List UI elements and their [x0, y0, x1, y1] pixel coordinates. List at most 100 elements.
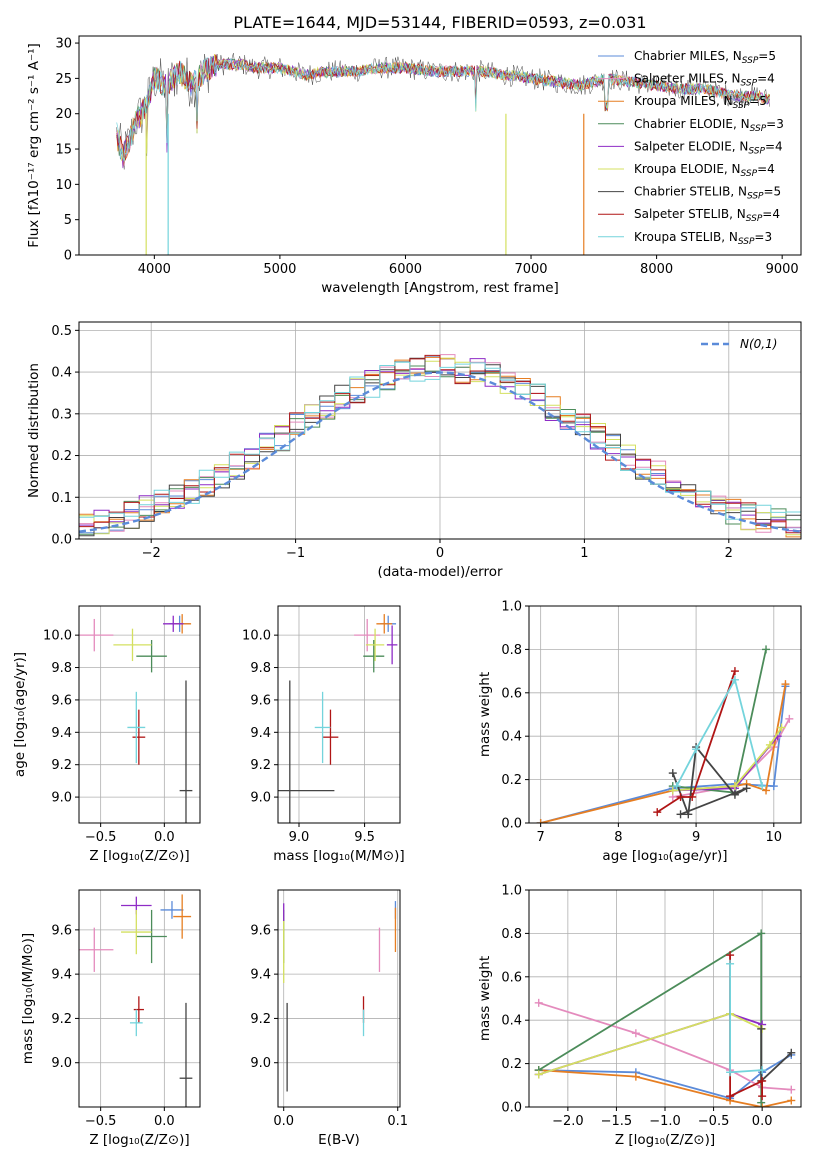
y-tick-label: 0 — [64, 249, 72, 264]
mass-weight-line — [538, 1012, 763, 1076]
mass-weight-line — [538, 1012, 763, 1076]
x-tick-label: 5000 — [263, 262, 296, 277]
plus-marker — [787, 1048, 796, 1057]
y-tick-label: 0.1 — [51, 491, 72, 506]
x-axis-label: wavelength [Angstrom, rest frame] — [321, 280, 559, 296]
plus-marker — [726, 951, 735, 960]
legend-entry: Chabrier STELIB, NSSP=5 — [634, 185, 781, 202]
y-tick-label: 9.4 — [250, 726, 271, 741]
x-tick-label: −2 — [142, 546, 161, 561]
legend-entry: Chabrier MILES, NSSP=5 — [634, 49, 776, 66]
spectrum-panel: 4000 5000 6000 7000 8000 9000 0 5 10 15 20 25 30 wave… — [26, 35, 802, 296]
plus-marker — [765, 740, 774, 749]
x-tick-label: 0.1 — [387, 1114, 408, 1129]
mass-weight-line — [540, 686, 787, 823]
x-axis-label: age [log₁₀(age/yr)] — [602, 848, 727, 864]
legend-count: =3 — [754, 230, 772, 244]
y-tick-label: 9.2 — [51, 1012, 72, 1027]
y-tick-label: 0.6 — [501, 970, 522, 985]
data-point — [376, 614, 393, 634]
x-tick-label: 8000 — [640, 262, 673, 277]
plus-marker — [631, 1029, 640, 1038]
plot-area — [79, 894, 193, 1107]
legend-count: =5 — [758, 49, 776, 63]
x-tick-label: 10 — [766, 830, 783, 845]
axes-frame — [78, 605, 201, 824]
plus-marker — [534, 1070, 543, 1079]
mass-vs-metallicity-panel: −0.5 0.0 9.0 9.2 9.4 9.6 Z [log₁₀(Z/Z⊙)] mass [… — [20, 889, 201, 1148]
legend-count: =5 — [764, 185, 782, 199]
y-tick-label: 9.0 — [51, 791, 72, 806]
y-tick-label: 9.8 — [51, 661, 72, 676]
plus-marker — [668, 769, 677, 778]
spectrum-line — [116, 56, 770, 162]
plus-marker — [730, 790, 739, 799]
y-tick-label: 10.0 — [242, 629, 271, 644]
legend-subscript: SSP — [733, 101, 750, 111]
mass-vs-ebv-panel: 0.0 0.1 9.0 9.2 9.4 9.6 E(B-V) — [250, 889, 408, 1148]
plot-area — [116, 53, 770, 255]
x-tick-label: 7000 — [514, 262, 547, 277]
data-point — [113, 628, 152, 662]
mass-weight-line — [672, 726, 783, 792]
legend-count: =4 — [762, 207, 780, 221]
y-tick-label: 9.4 — [51, 968, 72, 983]
y-tick-label: 9.2 — [51, 758, 72, 773]
grid-lines — [278, 606, 400, 823]
x-tick-label: −2.0 — [552, 1114, 584, 1129]
spectrum-line — [116, 54, 770, 161]
x-tick-label: 6000 — [389, 262, 422, 277]
plus-marker — [758, 782, 767, 791]
legend-entry: Salpeter MILES, NSSP=4 — [634, 72, 775, 89]
legend-entry: N(0,1) — [740, 337, 777, 351]
plus-marker — [742, 784, 751, 793]
y-tick-label: 10 — [55, 178, 72, 193]
mass-weight-vs-metallicity-panel: −2.0 −1.5 −1.0 −0.5 0.0 0.0 0.2 0.4 0.6 0.8 1.0 Z [… — [477, 884, 802, 1148]
x-tick-label: −0.5 — [85, 830, 117, 845]
data-point — [127, 691, 146, 764]
mass-weight-line — [540, 683, 787, 823]
mass-weight-vs-age-panel: 7 8 9 10 0.0 0.2 0.4 0.6 0.8 1.0 age [log₁₀(age/yr… — [477, 600, 802, 864]
y-tick-label: 0.2 — [501, 1057, 522, 1072]
plot-area — [79, 354, 801, 538]
x-tick-label: 1 — [580, 546, 588, 561]
data-point — [79, 927, 114, 972]
x-tick-label: 8 — [614, 830, 622, 845]
plus-marker — [730, 667, 739, 676]
plus-marker — [762, 645, 771, 654]
legend-count: =5 — [749, 94, 767, 108]
legend-subscript: SSP — [748, 146, 765, 156]
x-tick-label: 9 — [692, 830, 700, 845]
data-point — [386, 625, 398, 665]
plus-marker — [781, 680, 790, 689]
axes-frame — [78, 889, 201, 1108]
x-tick-label: 9.5 — [354, 830, 375, 845]
y-axis-label: mass weight — [477, 672, 493, 757]
data-point — [121, 909, 152, 955]
axes-frame — [277, 605, 401, 824]
y-tick-label: 9.8 — [250, 661, 271, 676]
axes-frame — [78, 35, 802, 256]
legend-count: =4 — [757, 72, 775, 86]
data-point — [79, 618, 114, 652]
y-tick-label: 0.0 — [501, 817, 522, 832]
y-axis-label: mass [log₁₀(M/M⊙)] — [20, 933, 36, 1064]
y-tick-label: 1.0 — [501, 600, 522, 615]
x-tick-label: 0.0 — [273, 1114, 294, 1129]
y-tick-label: 15 — [55, 143, 72, 158]
mass-weight-line — [672, 649, 767, 794]
y-tick-label: 0.4 — [51, 366, 72, 381]
y-tick-label: 9.4 — [250, 968, 271, 983]
mass-weight-line — [760, 1028, 792, 1084]
legend-subscript: SSP — [741, 79, 758, 89]
legend-entry: Kroupa ELODIE, NSSP=4 — [634, 162, 775, 179]
legend-subscript: SSP — [750, 124, 767, 134]
plus-marker — [534, 998, 543, 1007]
plus-marker — [785, 714, 794, 723]
y-tick-label: 20 — [55, 107, 72, 122]
axes-frame — [277, 889, 401, 1108]
x-tick-label: 0.0 — [154, 830, 175, 845]
legend-subscript: SSP — [738, 237, 755, 247]
data-point — [160, 901, 184, 919]
y-tick-label: 0.8 — [501, 643, 522, 658]
